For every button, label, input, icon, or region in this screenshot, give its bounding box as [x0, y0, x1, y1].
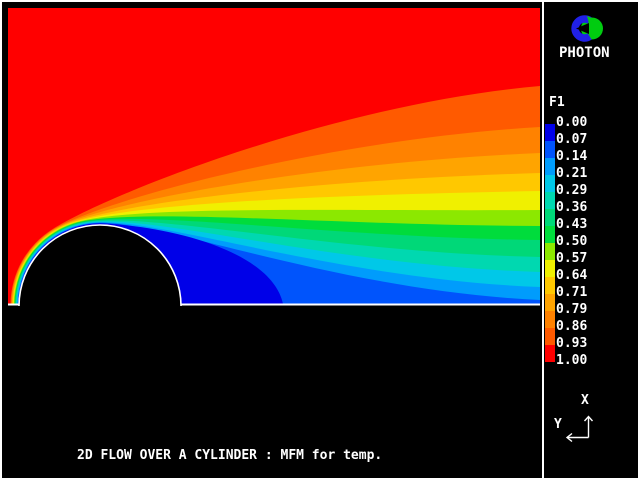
legend-swatch: [545, 276, 555, 294]
legend-tick-label: 0.57: [556, 251, 588, 266]
axis-arrows-icon: [565, 415, 594, 443]
legend-tick-label: 0.36: [556, 200, 588, 215]
cylinder-outline: [18, 224, 182, 307]
legend-tick-label: 1.00: [556, 353, 588, 368]
legend-swatch: [545, 140, 555, 158]
legend-swatch: [545, 123, 555, 141]
wall-line: [8, 303, 540, 306]
legend-swatch: [545, 157, 555, 175]
legend-title: F1: [549, 95, 565, 110]
legend-tick-label: 0.00: [556, 115, 588, 130]
legend-tick-label: 0.07: [556, 132, 588, 147]
cylinder-body: [19, 225, 181, 306]
legend-tick-label: 0.50: [556, 234, 588, 249]
legend-swatch: [545, 327, 555, 345]
legend-swatch: [545, 344, 555, 362]
photon-logo-text: PHOTON: [559, 45, 610, 61]
legend-tick-label: 0.79: [556, 302, 588, 317]
legend-tick-label: 0.21: [556, 166, 588, 181]
legend-tick-label: 0.86: [556, 319, 588, 334]
legend-swatch: [545, 225, 555, 243]
legend-swatch: [545, 259, 555, 277]
legend-swatch: [545, 242, 555, 260]
legend-swatch: [545, 191, 555, 209]
legend-swatch: [545, 310, 555, 328]
legend-tick-label: 0.71: [556, 285, 588, 300]
legend-tick-label: 0.29: [556, 183, 588, 198]
axis-x-label: X: [581, 393, 589, 408]
legend-swatch: [545, 174, 555, 192]
legend-tick-label: 0.64: [556, 268, 588, 283]
plot-caption: 2D FLOW OVER A CYLINDER : MFM for temp.: [77, 448, 383, 463]
legend-swatch: [545, 208, 555, 226]
axis-y-label: Y: [554, 417, 562, 432]
legend-swatch: [545, 293, 555, 311]
legend-tick-label: 0.43: [556, 217, 588, 232]
legend-tick-label: 0.14: [556, 149, 588, 164]
photon-logo-icon: [571, 15, 603, 42]
legend-tick-label: 0.93: [556, 336, 588, 351]
